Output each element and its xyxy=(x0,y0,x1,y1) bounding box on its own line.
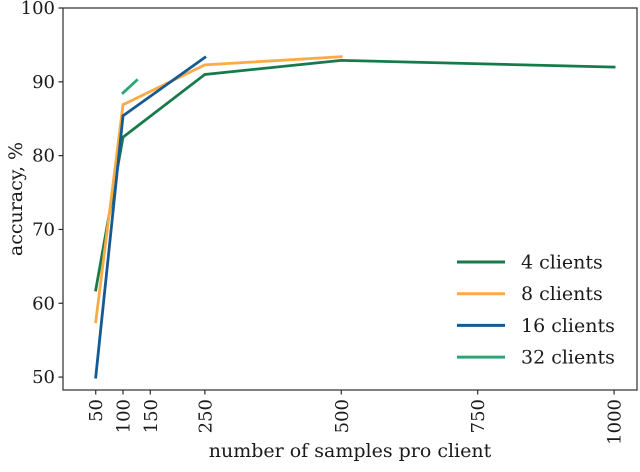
y-tick-label: 80 xyxy=(32,146,55,167)
legend-item: 32 clients xyxy=(457,347,615,369)
legend-item: 4 clients xyxy=(457,252,603,274)
x-tick-label: 500 xyxy=(332,399,353,433)
y-tick-label: 50 xyxy=(32,367,55,388)
y-axis-ticks: 50 60 70 80 90 100 xyxy=(21,0,63,388)
x-tick-label: 50 xyxy=(86,399,107,422)
legend-label: 4 clients xyxy=(521,252,603,274)
series-line-32-clients xyxy=(121,78,139,95)
y-tick-label: 60 xyxy=(32,293,55,314)
legend-label: 8 clients xyxy=(521,283,603,305)
legend-item: 16 clients xyxy=(457,315,615,337)
legend: 4 clients 8 clients 16 clients 32 clients xyxy=(457,252,615,369)
y-tick-label: 100 xyxy=(21,0,55,19)
legend-item: 8 clients xyxy=(457,283,603,305)
x-axis-ticks: 50 100 150 250 500 750 1000 xyxy=(86,390,626,445)
y-tick-label: 70 xyxy=(32,219,55,240)
x-tick-label: 750 xyxy=(468,399,489,433)
x-tick-label: 1000 xyxy=(605,399,626,445)
legend-label: 32 clients xyxy=(521,347,615,369)
x-tick-label: 150 xyxy=(141,399,162,433)
x-tick-label: 100 xyxy=(114,399,135,433)
series-lines xyxy=(94,55,616,379)
axes-box xyxy=(62,7,638,391)
x-axis-label: number of samples pro client xyxy=(208,440,492,462)
y-tick-label: 90 xyxy=(32,72,55,93)
legend-label: 16 clients xyxy=(521,315,615,337)
series-line-16-clients xyxy=(94,55,207,379)
x-tick-label: 250 xyxy=(195,399,216,433)
series-line-8-clients xyxy=(94,55,343,324)
y-axis-label: accuracy, % xyxy=(5,141,27,257)
